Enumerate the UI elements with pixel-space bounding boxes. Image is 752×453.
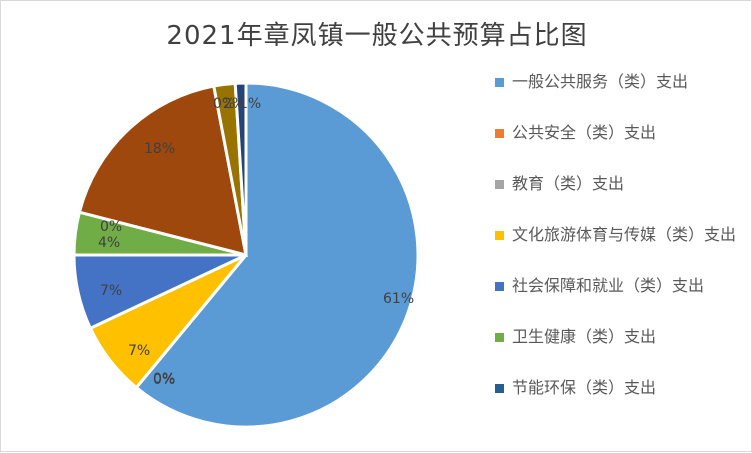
slice-data-label: 0%	[213, 96, 235, 112]
legend-swatch-icon	[495, 333, 504, 342]
pie-slice	[134, 81, 420, 429]
legend-label: 节能环保（类）支出	[512, 378, 657, 397]
legend-item: 一般公共服务（类）支出	[495, 71, 744, 93]
slice-data-label: 0%	[153, 372, 175, 388]
legend-label: 一般公共服务（类）支出	[512, 72, 689, 91]
slice-data-label: 2%	[223, 96, 245, 112]
slice-data-label: 0%	[153, 371, 175, 387]
slice-data-label: 7%	[100, 283, 122, 299]
pie-slice	[77, 84, 248, 258]
legend-swatch-icon	[495, 78, 504, 87]
legend-swatch-icon	[495, 180, 504, 189]
legend-swatch-icon	[495, 129, 504, 138]
legend-label: 公共安全（类）支出	[512, 123, 657, 142]
slice-data-label: 1%	[239, 96, 261, 112]
legend-label: 社会保障和就业（类）支出	[512, 276, 705, 295]
slice-data-label: 18%	[144, 141, 175, 157]
legend-swatch-icon	[495, 231, 504, 240]
legend-item: 社会保障和就业（类）支出	[495, 275, 744, 297]
chart-title: 2021年章凤镇一般公共预算占比图	[166, 21, 588, 51]
legend-item: 卫生健康（类）支出	[495, 326, 744, 348]
legend-label: 教育（类）支出	[512, 174, 625, 193]
slice-data-label: 61%	[383, 291, 414, 307]
legend-label: 文化旅游体育与传媒（类）支出	[512, 225, 737, 244]
slice-data-label: 4%	[98, 235, 120, 251]
legend-item: 教育（类）支出	[495, 173, 744, 195]
pie-slice	[233, 81, 248, 256]
legend-label: 卫生健康（类）支出	[512, 327, 657, 346]
slice-data-label: 7%	[128, 343, 150, 359]
legend-item: 节能环保（类）支出	[495, 377, 744, 399]
legend-swatch-icon	[495, 384, 504, 393]
legend-swatch-icon	[495, 282, 504, 291]
legend-item: 公共安全（类）支出	[495, 122, 744, 144]
slice-data-label: 0%	[100, 219, 122, 235]
legend-item: 文化旅游体育与传媒（类）支出	[495, 224, 744, 246]
